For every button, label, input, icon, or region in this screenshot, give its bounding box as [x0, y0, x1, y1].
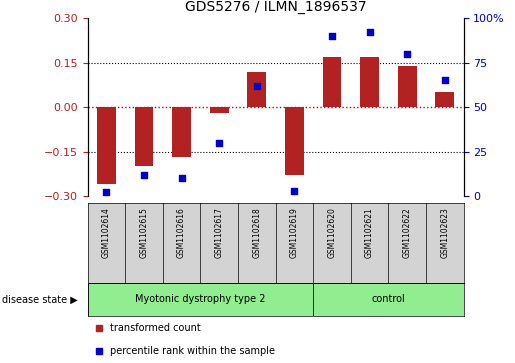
- Text: GSM1102623: GSM1102623: [440, 207, 449, 258]
- Point: [290, 188, 299, 193]
- Point: [102, 189, 111, 195]
- Text: GSM1102617: GSM1102617: [215, 207, 224, 258]
- Text: GSM1102621: GSM1102621: [365, 207, 374, 258]
- Text: transformed count: transformed count: [110, 323, 201, 333]
- Bar: [285, 107, 304, 175]
- Bar: [210, 107, 229, 113]
- Text: GSM1102615: GSM1102615: [140, 207, 148, 258]
- Point: [215, 140, 224, 146]
- Text: GSM1102619: GSM1102619: [290, 207, 299, 258]
- Text: Myotonic dystrophy type 2: Myotonic dystrophy type 2: [135, 294, 266, 305]
- Text: GSM1102620: GSM1102620: [328, 207, 336, 258]
- Text: GSM1102622: GSM1102622: [403, 207, 411, 258]
- Bar: [322, 57, 341, 107]
- Text: percentile rank within the sample: percentile rank within the sample: [110, 346, 275, 356]
- Bar: [172, 107, 191, 158]
- Text: control: control: [371, 294, 405, 305]
- Bar: [88, 283, 313, 316]
- Bar: [97, 107, 116, 184]
- Point: [403, 51, 411, 57]
- Bar: [360, 57, 379, 107]
- Bar: [247, 72, 266, 107]
- Point: [140, 172, 148, 178]
- Point: [177, 175, 186, 181]
- Point: [328, 33, 336, 39]
- Bar: [398, 66, 417, 107]
- Text: disease state ▶: disease state ▶: [2, 294, 77, 305]
- Bar: [313, 283, 464, 316]
- Text: GSM1102618: GSM1102618: [252, 207, 261, 258]
- Text: GSM1102616: GSM1102616: [177, 207, 186, 258]
- Text: GSM1102614: GSM1102614: [102, 207, 111, 258]
- Bar: [435, 92, 454, 107]
- Title: GDS5276 / ILMN_1896537: GDS5276 / ILMN_1896537: [185, 0, 366, 15]
- Point: [252, 83, 261, 89]
- Bar: [134, 107, 153, 166]
- Point: [441, 77, 449, 83]
- Point: [365, 29, 373, 35]
